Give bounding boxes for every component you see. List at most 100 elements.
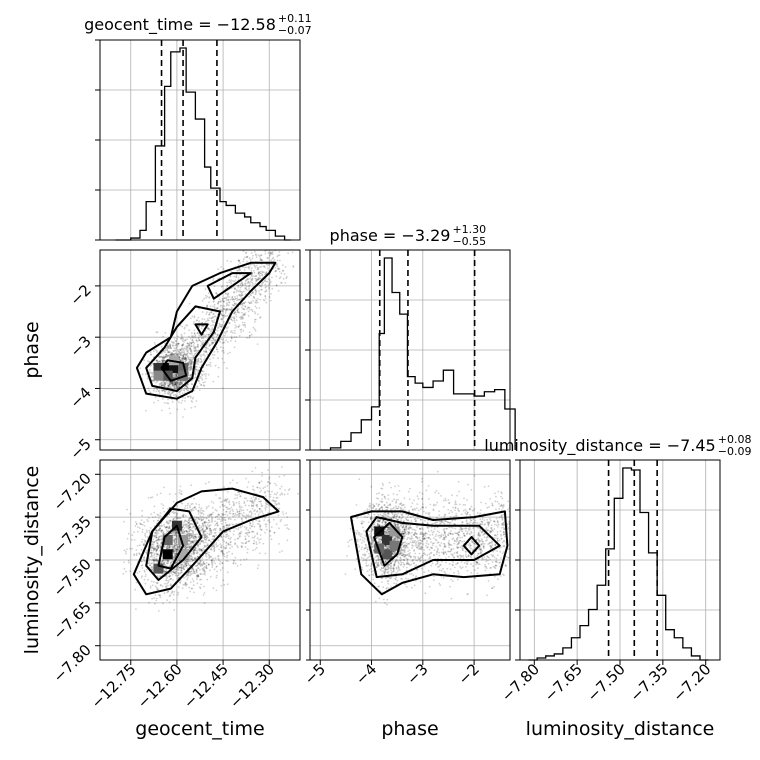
sample-point [196,582,199,585]
sample-point [235,302,238,305]
sample-point [189,357,192,359]
sample-point [242,313,245,316]
sample-point [258,284,261,287]
sample-point [279,494,282,496]
sample-point [246,548,249,551]
sample-point [240,285,243,287]
sample-point [232,280,234,282]
sample-point [264,283,267,286]
sample-point [162,397,164,400]
sample-point [203,318,206,321]
sample-point [221,536,223,539]
sample-point [223,305,226,308]
sample-point [255,307,258,309]
sample-point [221,310,224,313]
sample-point [228,301,231,304]
sample-point [215,346,218,349]
sample-point [205,562,208,564]
sample-point [222,526,224,528]
sample-point [125,570,127,573]
sample-point [240,509,243,512]
sample-point [247,301,250,304]
sample-point [223,527,226,529]
sample-point [174,542,177,545]
sample-point [160,383,162,385]
sample-point [215,527,217,530]
sample-point [242,308,245,310]
sample-point [182,358,185,360]
sample-point [180,388,183,391]
sample-point [196,522,199,525]
sample-point [140,548,143,551]
sample-point [236,309,239,312]
sample-point [134,525,137,527]
sample-point [224,513,227,516]
sample-point [247,306,250,309]
sample-point [270,538,273,541]
sample-point [275,284,278,287]
sample-point [259,317,261,319]
sample-point [226,583,229,586]
sample-point [258,255,261,258]
sample-point [162,532,165,534]
sample-point [138,544,141,547]
sample-point [195,503,198,505]
sample-point [220,266,223,268]
sample-point [246,256,249,259]
sample-point [141,373,144,376]
sample-point [144,532,147,535]
sample-point [219,529,221,532]
sample-point [180,389,183,391]
sample-point [150,562,153,565]
sample-point [235,325,238,328]
sample-point [147,497,150,499]
sample-point [255,318,257,321]
sample-point [164,350,166,352]
sample-point [194,349,197,352]
sample-point [149,587,152,589]
sample-point [246,255,248,258]
sample-point [255,280,258,283]
sample-point [173,531,176,534]
sample-point [248,504,250,507]
sample-point [190,350,193,352]
sample-point [199,560,202,562]
sample-point [190,349,193,351]
sample-point [164,384,167,386]
sample-point [222,508,225,511]
sample-point [191,383,194,386]
sample-point [217,268,220,271]
sample-point [174,349,177,352]
sample-point [129,570,132,572]
sample-point [248,257,251,259]
sample-point [188,344,191,347]
sample-point [212,305,214,308]
sample-point [236,510,239,513]
sample-point [265,525,267,528]
sample-point [167,390,170,393]
sample-point [173,337,176,340]
sample-point [239,303,242,306]
sample-point [186,342,189,345]
sample-point [213,306,216,308]
sample-point [248,306,251,309]
sample-point [271,251,274,253]
sample-point [215,589,218,592]
sample-point [200,525,203,528]
sample-point [251,525,253,528]
sample-point [169,594,172,597]
sample-point [239,286,242,289]
sample-point [226,498,229,500]
sample-point [172,353,175,355]
sample-point [190,360,193,363]
sample-point [251,278,254,281]
sample-point [216,521,219,524]
sample-point [182,357,184,360]
sample-point [255,519,258,522]
sample-point [202,350,205,352]
sample-point [197,360,200,362]
sample-point [186,597,189,599]
sample-point [202,594,205,596]
sample-point [200,519,203,522]
sample-point [266,267,269,270]
